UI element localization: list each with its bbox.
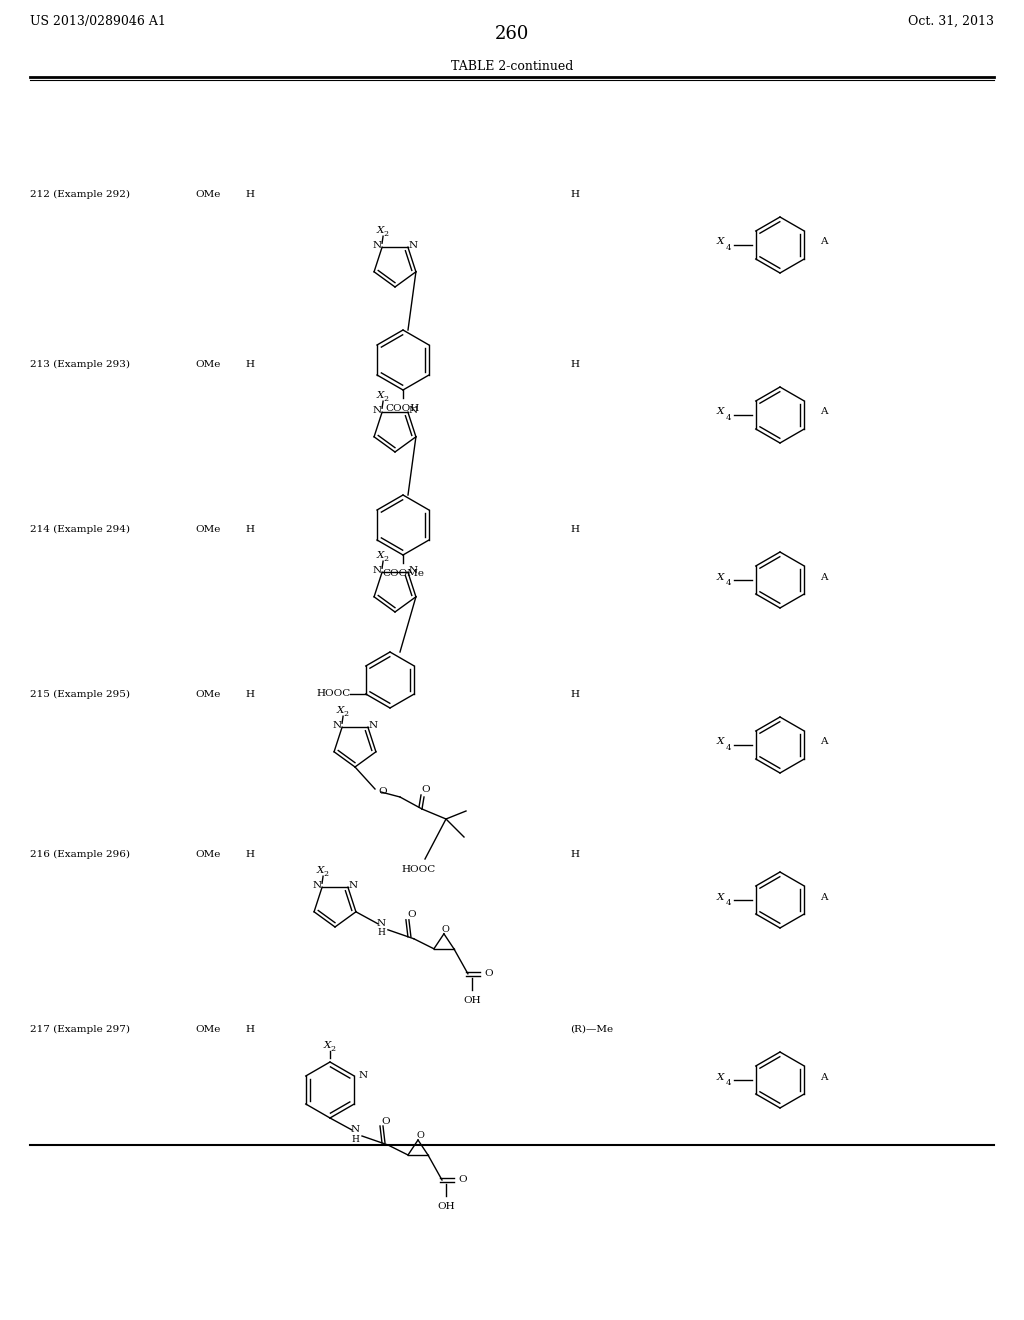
- Text: 4: 4: [725, 1078, 731, 1086]
- Text: X: X: [377, 391, 384, 400]
- Text: A: A: [820, 573, 827, 582]
- Text: H: H: [570, 190, 579, 199]
- Text: COOMe: COOMe: [382, 569, 424, 578]
- Text: HOOC: HOOC: [401, 865, 436, 874]
- Text: OMe: OMe: [195, 360, 220, 370]
- Text: N: N: [358, 1071, 368, 1080]
- Text: N: N: [409, 405, 418, 414]
- Text: OMe: OMe: [195, 525, 220, 535]
- Text: 4: 4: [725, 244, 731, 252]
- Text: O: O: [382, 1117, 390, 1126]
- Text: 212 (Example 292): 212 (Example 292): [30, 190, 130, 199]
- Text: X: X: [377, 226, 384, 235]
- Text: H: H: [245, 850, 254, 859]
- Text: H: H: [245, 360, 254, 370]
- Text: OMe: OMe: [195, 690, 220, 700]
- Text: A: A: [820, 738, 827, 747]
- Text: N: N: [333, 721, 342, 730]
- Text: H: H: [245, 1026, 254, 1034]
- Text: N: N: [369, 721, 378, 730]
- Text: X: X: [717, 573, 724, 582]
- Text: (R)—Me: (R)—Me: [570, 1026, 613, 1034]
- Text: 4: 4: [725, 899, 731, 907]
- Text: H: H: [570, 850, 579, 859]
- Text: N: N: [409, 240, 418, 249]
- Text: O: O: [484, 969, 493, 978]
- Text: US 2013/0289046 A1: US 2013/0289046 A1: [30, 15, 166, 28]
- Text: H: H: [245, 525, 254, 535]
- Text: 2: 2: [331, 1045, 336, 1053]
- Text: N: N: [350, 1126, 359, 1134]
- Text: 215 (Example 295): 215 (Example 295): [30, 690, 130, 700]
- Text: 2: 2: [384, 230, 388, 238]
- Text: TABLE 2-continued: TABLE 2-continued: [451, 59, 573, 73]
- Text: H: H: [570, 690, 579, 700]
- Text: H: H: [570, 360, 579, 370]
- Text: 4: 4: [725, 744, 731, 752]
- Text: H: H: [245, 690, 254, 700]
- Text: 2: 2: [324, 870, 329, 878]
- Text: O: O: [442, 925, 450, 935]
- Text: X: X: [336, 706, 344, 714]
- Text: X: X: [377, 550, 384, 560]
- Text: N: N: [373, 566, 382, 574]
- Text: X: X: [717, 408, 724, 417]
- Text: N: N: [348, 880, 357, 890]
- Text: O: O: [416, 1131, 424, 1140]
- Text: A: A: [820, 892, 827, 902]
- Text: 4: 4: [725, 579, 731, 587]
- Text: O: O: [422, 784, 430, 793]
- Text: X: X: [316, 866, 324, 875]
- Text: N: N: [377, 919, 385, 928]
- Text: H: H: [245, 190, 254, 199]
- Text: 213 (Example 293): 213 (Example 293): [30, 360, 130, 370]
- Text: H: H: [570, 525, 579, 535]
- Text: O: O: [379, 788, 387, 796]
- Text: Oct. 31, 2013: Oct. 31, 2013: [908, 15, 994, 28]
- Text: 216 (Example 296): 216 (Example 296): [30, 850, 130, 859]
- Text: OH: OH: [437, 1203, 455, 1210]
- Text: N: N: [409, 566, 418, 574]
- Text: O: O: [458, 1176, 467, 1184]
- Text: X: X: [717, 1072, 724, 1081]
- Text: H: H: [377, 928, 385, 937]
- Text: 217 (Example 297): 217 (Example 297): [30, 1026, 130, 1034]
- Text: H: H: [351, 1134, 359, 1143]
- Text: N: N: [312, 880, 322, 890]
- Text: COOH: COOH: [386, 404, 420, 413]
- Text: O: O: [408, 911, 416, 919]
- Text: OH: OH: [463, 995, 480, 1005]
- Text: X: X: [717, 892, 724, 902]
- Text: HOOC: HOOC: [316, 689, 351, 698]
- Text: N: N: [373, 405, 382, 414]
- Text: OMe: OMe: [195, 1026, 220, 1034]
- Text: A: A: [820, 1072, 827, 1081]
- Text: A: A: [820, 238, 827, 247]
- Text: 2: 2: [384, 556, 388, 564]
- Text: X: X: [324, 1040, 331, 1049]
- Text: 214 (Example 294): 214 (Example 294): [30, 525, 130, 535]
- Text: X: X: [717, 738, 724, 747]
- Text: 2: 2: [384, 395, 388, 403]
- Text: 260: 260: [495, 25, 529, 44]
- Text: A: A: [820, 408, 827, 417]
- Text: N: N: [373, 240, 382, 249]
- Text: X: X: [717, 238, 724, 247]
- Text: OMe: OMe: [195, 850, 220, 859]
- Text: 2: 2: [344, 710, 348, 718]
- Text: OMe: OMe: [195, 190, 220, 199]
- Text: 4: 4: [725, 414, 731, 422]
